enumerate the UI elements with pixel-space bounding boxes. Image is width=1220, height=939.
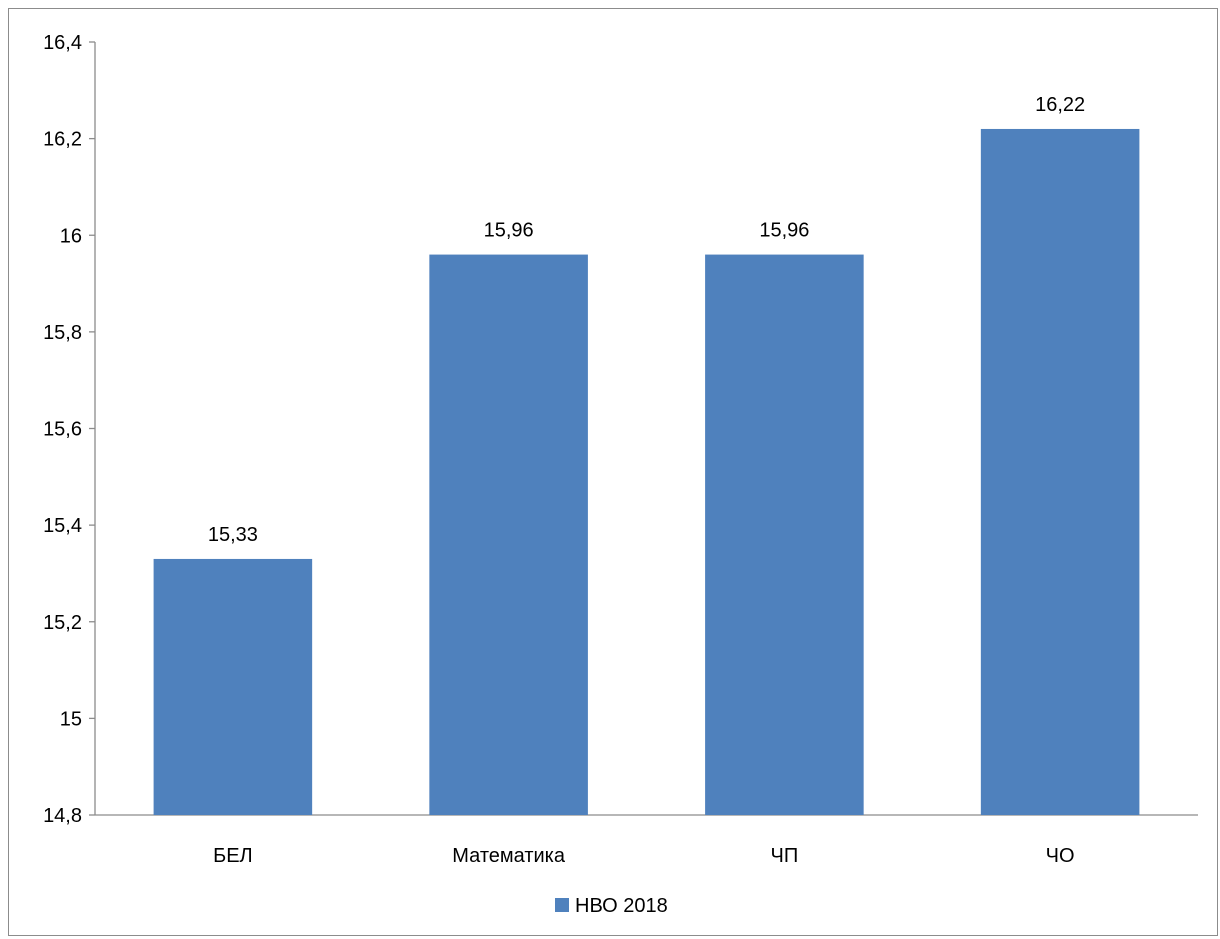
y-tick-label: 15,4 — [43, 515, 82, 537]
bar-value-label: 16,22 — [1035, 94, 1085, 116]
bar-value-label: 15,96 — [484, 220, 534, 242]
bar — [980, 128, 1140, 815]
y-tick-label: 16,2 — [43, 129, 82, 151]
category-labels-group: БЕЛ Математика ЧП ЧО — [213, 845, 1074, 867]
y-tick-label: 15,6 — [43, 419, 82, 441]
y-tick-label: 16,4 — [43, 32, 82, 54]
bar-value-label: 15,96 — [759, 220, 809, 242]
legend-swatch — [555, 898, 569, 912]
legend: НВО 2018 — [555, 895, 668, 917]
bar — [429, 254, 588, 815]
bars-group — [153, 128, 1140, 815]
x-category-label: ЧО — [1046, 845, 1075, 867]
x-category-label: БЕЛ — [213, 845, 253, 867]
y-tick-label: 16 — [60, 225, 82, 247]
bar — [153, 558, 313, 815]
y-tick-label: 15,2 — [43, 612, 82, 634]
y-axis-tick-labels: 14,8 15 15,2 15,4 15,6 15,8 16 16,2 16,4 — [43, 32, 95, 827]
x-category-label: Математика — [452, 845, 566, 867]
data-labels-group: 15,33 15,96 15,96 16,22 — [208, 94, 1085, 546]
legend-label: НВО 2018 — [575, 895, 668, 917]
bar — [705, 254, 864, 815]
y-tick-label: 15 — [60, 708, 82, 730]
x-category-label: ЧП — [771, 845, 799, 867]
y-tick-label: 14,8 — [43, 805, 82, 827]
y-tick-label: 15,8 — [43, 322, 82, 344]
bar-value-label: 15,33 — [208, 524, 258, 546]
